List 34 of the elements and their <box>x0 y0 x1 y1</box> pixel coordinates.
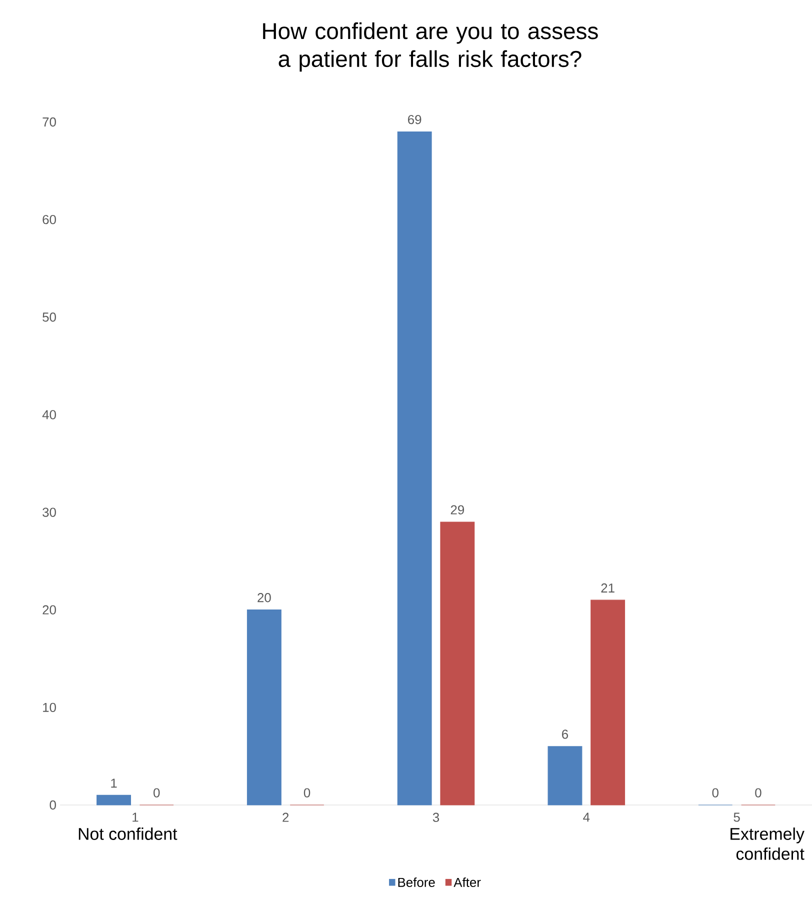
text: Extremely confident <box>730 828 804 860</box>
data-label: 69 <box>408 114 422 124</box>
x-tick-label: 4 <box>583 812 590 822</box>
bar <box>590 600 626 806</box>
data-label: 6 <box>562 730 568 739</box>
bar <box>397 131 432 806</box>
bar <box>440 522 475 806</box>
chart-title: How confident are you to assess a patient for falls risk factors? <box>263 22 598 72</box>
legend-label: After <box>454 877 481 887</box>
data-label: 21 <box>601 583 614 592</box>
data-label: 0 <box>154 788 160 798</box>
data-label: 20 <box>258 593 271 602</box>
y-tick-label: 0 <box>50 800 56 810</box>
data-label: 0 <box>304 788 310 798</box>
y-tick-label: 10 <box>43 702 56 712</box>
y-tick-label: 70 <box>42 117 56 127</box>
x-tick-label: 5 <box>734 812 740 822</box>
x-tick-label: 3 <box>432 812 440 822</box>
y-tick-label: 20 <box>42 605 56 614</box>
x-tick-label: 2 <box>282 812 289 822</box>
y-tick-label: 30 <box>42 508 56 517</box>
y-tick-label: 50 <box>42 312 56 322</box>
bar <box>96 794 131 806</box>
bar <box>548 746 582 806</box>
bar <box>246 610 282 806</box>
x-tick-label: 1 <box>132 812 138 822</box>
text: Not confident <box>78 828 178 840</box>
data-label: 1 <box>111 778 117 788</box>
y-tick-label: 40 <box>42 410 56 420</box>
data-label: 0 <box>712 788 718 798</box>
y-tick-label: 60 <box>42 214 56 224</box>
data-label: 0 <box>755 788 762 798</box>
data-label: 29 <box>450 505 464 514</box>
legend-label: Before <box>398 877 435 887</box>
